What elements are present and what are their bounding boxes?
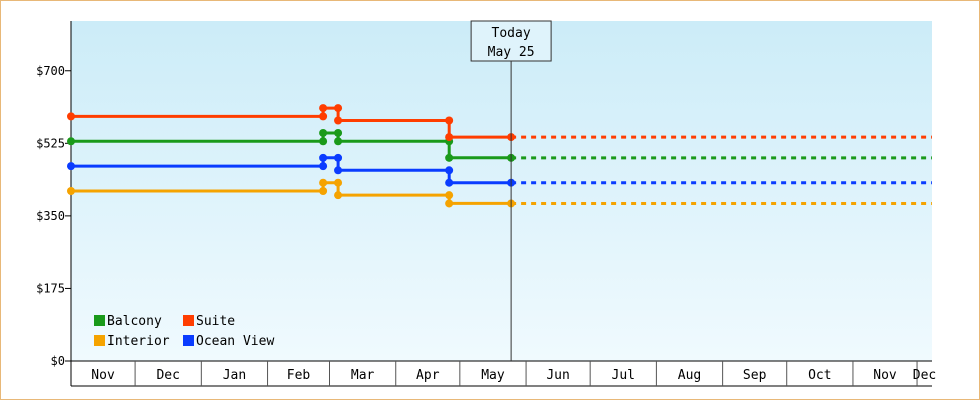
y-tick-label: $700: [36, 64, 65, 78]
data-point: [445, 166, 454, 175]
x-tick-label: Nov: [91, 368, 115, 383]
data-point: [334, 191, 343, 200]
data-point: [319, 112, 328, 121]
data-point: [319, 178, 328, 187]
legend-swatch: [94, 315, 105, 326]
data-point: [319, 128, 328, 137]
x-tick-label: Nov: [873, 368, 897, 383]
x-tick-label: Mar: [351, 368, 375, 383]
x-tick-label: Apr: [416, 368, 440, 383]
data-point: [334, 128, 343, 137]
y-tick-label: $350: [36, 209, 65, 223]
legend-swatch: [183, 335, 194, 346]
x-tick-label: Aug: [678, 368, 701, 383]
legend-swatch: [183, 315, 194, 326]
data-point: [334, 166, 343, 175]
x-tick-label: Jun: [546, 368, 569, 383]
data-point: [67, 112, 75, 121]
legend-label: Interior: [107, 334, 170, 349]
data-point: [445, 199, 454, 208]
data-point: [445, 116, 454, 125]
legend-swatch: [94, 335, 105, 346]
today-label: Today: [492, 26, 531, 41]
x-tick-label: Dec: [156, 368, 179, 383]
data-point: [334, 178, 343, 187]
data-point: [67, 187, 75, 195]
data-point: [445, 191, 454, 200]
today-date-label: May 25: [488, 45, 535, 60]
data-point: [445, 153, 454, 162]
y-tick-label: $0: [51, 354, 65, 368]
y-tick-label: $175: [36, 281, 65, 295]
data-point: [334, 153, 343, 162]
x-tick-label: Oct: [808, 368, 831, 383]
data-point: [319, 162, 328, 171]
data-point: [67, 162, 75, 171]
x-tick-label: Dec: [913, 368, 936, 383]
data-point: [319, 187, 328, 195]
x-tick-label: Feb: [287, 368, 311, 383]
legend-label: Suite: [196, 314, 235, 329]
legend-label: Balcony: [107, 314, 162, 329]
data-point: [319, 153, 328, 162]
data-point: [67, 137, 75, 146]
legend-label: Ocean View: [196, 334, 274, 349]
y-tick-label: $525: [36, 136, 65, 150]
data-point: [334, 137, 343, 146]
data-point: [445, 178, 454, 187]
x-tick-label: Sep: [743, 368, 767, 383]
today-label-box: [470, 20, 552, 62]
x-tick-label: Jan: [223, 368, 246, 383]
data-point: [319, 137, 328, 146]
data-point: [334, 104, 343, 113]
x-tick-label: Jul: [612, 368, 635, 383]
data-point: [445, 133, 454, 142]
x-tick-label: May: [481, 368, 505, 383]
data-point: [334, 116, 343, 125]
data-point: [319, 104, 328, 113]
